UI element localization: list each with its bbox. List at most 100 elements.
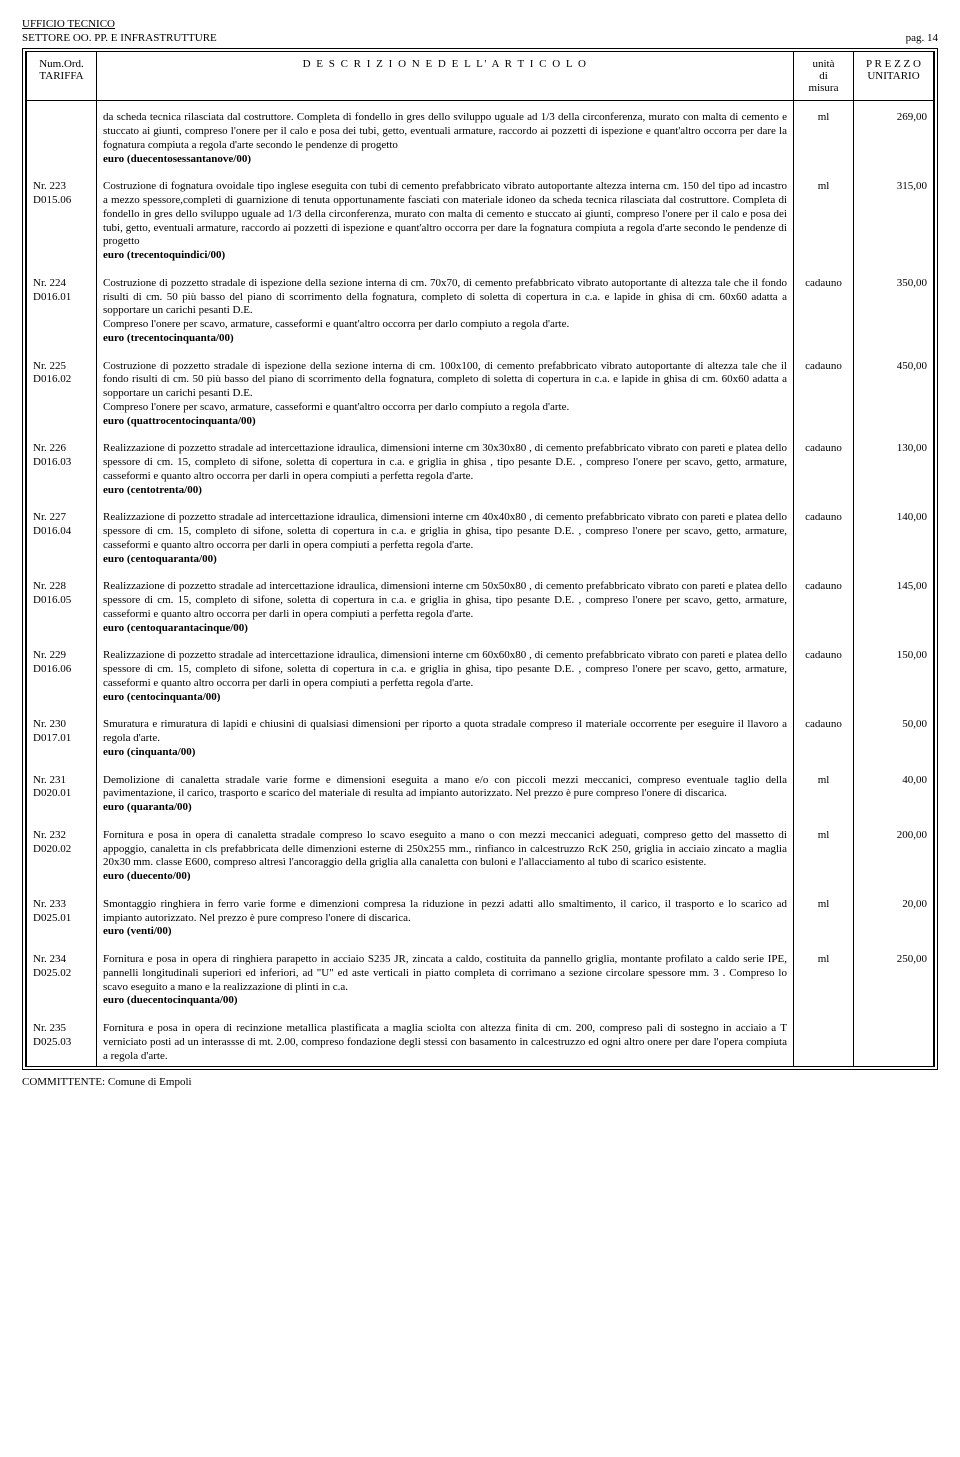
tariffa-cell: Nr. 229D016.06 (27, 646, 97, 707)
price-cell: 315,00 (854, 177, 934, 266)
page-number: pag. 14 (906, 32, 938, 46)
table-row: da scheda tecnica rilasciata dal costrut… (27, 108, 934, 169)
article-description: Smontaggio ringhiera in ferro varie form… (103, 898, 787, 924)
tariffa-cell: Nr. 228D016.05 (27, 577, 97, 638)
num-ord: Nr. 229 (33, 649, 90, 663)
unit-cell: ml (794, 108, 854, 169)
description-cell: Smontaggio ringhiera in ferro varie form… (97, 895, 794, 942)
price-cell: 450,00 (854, 357, 934, 432)
unit-cell: ml (794, 826, 854, 887)
price-words: euro (quaranta/00) (103, 801, 192, 813)
unit-cell: ml (794, 177, 854, 266)
tariffa-code: D020.02 (33, 843, 90, 857)
price-cell: 50,00 (854, 715, 934, 762)
article-description: Smuratura e rimuratura di lapidi e chius… (103, 718, 787, 744)
num-ord: Nr. 233 (33, 898, 90, 912)
article-description: Costruzione di fognatura ovoidale tipo i… (103, 180, 787, 247)
price-words: euro (quattrocentocinquanta/00) (103, 415, 256, 427)
tariffa-cell: Nr. 235D025.03 (27, 1019, 97, 1066)
unit-cell: cadauno (794, 439, 854, 500)
description-cell: Demolizione di canaletta stradale varie … (97, 771, 794, 818)
article-description: Realizzazione di pozzetto stradale ad in… (103, 442, 787, 482)
price-cell: 250,00 (854, 950, 934, 1011)
table-row: Nr. 231D020.01Demolizione di canaletta s… (27, 771, 934, 818)
tariffa-cell: Nr. 224D016.01 (27, 274, 97, 349)
article-description: Realizzazione di pozzetto stradale ad in… (103, 511, 787, 551)
num-ord: Nr. 225 (33, 360, 90, 374)
description-cell: Costruzione di pozzetto stradale di ispe… (97, 274, 794, 349)
tariffa-cell: Nr. 223D015.06 (27, 177, 97, 266)
article-description: Fornitura e posa in opera di ringhiera p… (103, 953, 787, 993)
tariffa-code: D025.03 (33, 1036, 90, 1050)
num-ord: Nr. 227 (33, 511, 90, 525)
price-words: euro (centoquaranta/00) (103, 553, 217, 565)
num-ord: Nr. 232 (33, 829, 90, 843)
footer-committente: COMMITTENTE: Comune di Empoli (22, 1076, 938, 1090)
page-header: UFFICIO TECNICO SETTORE OO. PP. E INFRAS… (22, 18, 938, 46)
table-row: Nr. 228D016.05Realizzazione di pozzetto … (27, 577, 934, 638)
col-header-tariffa: Num.Ord. TARIFFA (27, 52, 97, 101)
unit-cell: cadauno (794, 508, 854, 569)
col-header-unita: unità di misura (794, 52, 854, 101)
tariffa-code: D025.01 (33, 912, 90, 926)
description-cell: Realizzazione di pozzetto stradale ad in… (97, 439, 794, 500)
price-words: euro (centocinquanta/00) (103, 691, 220, 703)
unit-cell: ml (794, 895, 854, 942)
article-description: Fornitura e posa in opera di recinzione … (103, 1022, 787, 1062)
tariffa-cell: Nr. 225D016.02 (27, 357, 97, 432)
article-description: Fornitura e posa in opera di canaletta s… (103, 829, 787, 869)
price-cell: 20,00 (854, 895, 934, 942)
description-cell: Realizzazione di pozzetto stradale ad in… (97, 646, 794, 707)
tariffa-cell: Nr. 231D020.01 (27, 771, 97, 818)
description-cell: Realizzazione di pozzetto stradale ad in… (97, 577, 794, 638)
price-words: euro (venti/00) (103, 925, 172, 937)
tariffa-cell: Nr. 234D025.02 (27, 950, 97, 1011)
table-row: Nr. 225D016.02Costruzione di pozzetto st… (27, 357, 934, 432)
table-row: Nr. 235D025.03Fornitura e posa in opera … (27, 1019, 934, 1066)
unit-cell: cadauno (794, 715, 854, 762)
price-cell (854, 1019, 934, 1066)
price-words: euro (trecentocinquanta/00) (103, 332, 234, 344)
table-header-row: Num.Ord. TARIFFA D E S C R I Z I O N E D… (27, 52, 934, 101)
description-cell: Realizzazione di pozzetto stradale ad in… (97, 508, 794, 569)
col-header-descrizione: D E S C R I Z I O N E D E L L' A R T I C… (97, 52, 794, 101)
unit-cell: cadauno (794, 274, 854, 349)
num-ord: Nr. 226 (33, 442, 90, 456)
table-row: Nr. 232D020.02 Fornitura e posa in opera … (27, 826, 934, 887)
tariffa-code: D016.06 (33, 663, 90, 677)
article-description: Costruzione di pozzetto stradale di ispe… (103, 277, 787, 330)
num-ord: Nr. 223 (33, 180, 90, 194)
tariffa-cell: Nr. 226D016.03 (27, 439, 97, 500)
tariffa-code: D016.02 (33, 373, 90, 387)
price-words: euro (duecento/00) (103, 870, 190, 882)
price-cell: 150,00 (854, 646, 934, 707)
description-cell: Smuratura e rimuratura di lapidi e chius… (97, 715, 794, 762)
table-row: Nr. 234D025.02Fornitura e posa in opera … (27, 950, 934, 1011)
article-description: Realizzazione di pozzetto stradale ad in… (103, 580, 787, 620)
tariffa-code: D025.02 (33, 967, 90, 981)
header-line1: UFFICIO TECNICO (22, 18, 217, 32)
price-table: Num.Ord. TARIFFA D E S C R I Z I O N E D… (26, 52, 934, 1067)
table-row: Nr. 226D016.03Realizzazione di pozzetto … (27, 439, 934, 500)
article-description: Costruzione di pozzetto stradale di ispe… (103, 360, 787, 413)
price-words: euro (centoquarantacinque/00) (103, 622, 248, 634)
tariffa-cell: Nr. 233D025.01 (27, 895, 97, 942)
article-description: Realizzazione di pozzetto stradale ad in… (103, 649, 787, 689)
unit-cell: ml (794, 771, 854, 818)
price-cell: 269,00 (854, 108, 934, 169)
table-row: Nr. 224D016.01Costruzione di pozzetto st… (27, 274, 934, 349)
col-header-prezzo: P R E Z Z O UNITARIO (854, 52, 934, 101)
price-words: euro (duecentosessantanove/00) (103, 153, 251, 165)
unit-cell: cadauno (794, 646, 854, 707)
price-words: euro (duecentocinquanta/00) (103, 994, 238, 1006)
tariffa-cell: Nr. 230D017.01 (27, 715, 97, 762)
unit-cell: cadauno (794, 577, 854, 638)
num-ord: Nr. 231 (33, 774, 90, 788)
table-row: Nr. 230D017.01Smuratura e rimuratura di … (27, 715, 934, 762)
tariffa-code: D016.01 (33, 291, 90, 305)
price-cell: 40,00 (854, 771, 934, 818)
price-cell: 140,00 (854, 508, 934, 569)
article-description: Demolizione di canaletta stradale varie … (103, 774, 787, 800)
header-line2: SETTORE OO. PP. E INFRASTRUTTURE (22, 32, 217, 46)
num-ord: Nr. 224 (33, 277, 90, 291)
